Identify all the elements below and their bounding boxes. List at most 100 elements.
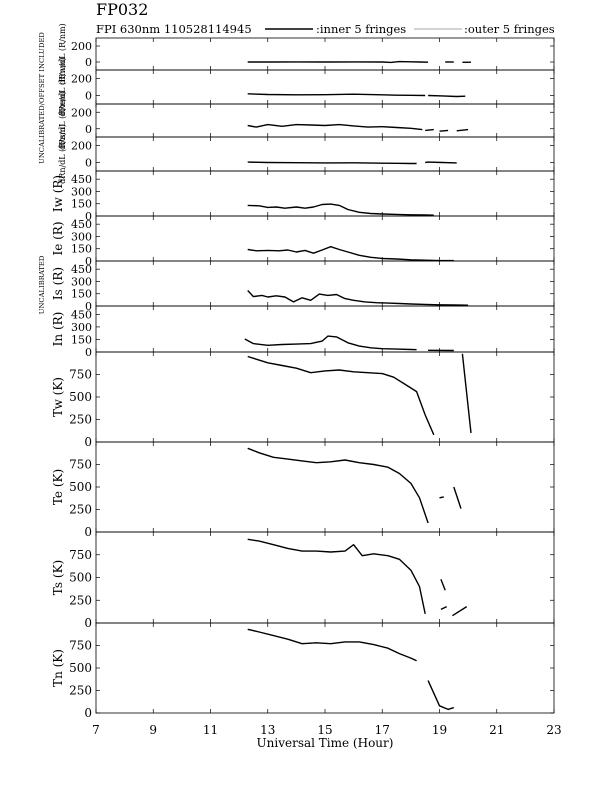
series-line xyxy=(244,335,417,351)
y-tick-label: 150 xyxy=(71,288,92,301)
y-tick-label: 750 xyxy=(69,458,92,472)
panel-frame xyxy=(95,260,555,307)
y-tick-label: 250 xyxy=(69,503,92,517)
series-line xyxy=(247,290,469,306)
y-tick-label: 0 xyxy=(85,300,92,313)
y-axis-label: Te (K) xyxy=(51,469,65,505)
y-tick-label: 300 xyxy=(71,185,92,198)
side-label-middle: UNCALIBRATED xyxy=(38,255,46,314)
panel-frame xyxy=(95,531,555,624)
panel-frame xyxy=(95,441,555,533)
y-tick-label: 0 xyxy=(85,346,92,359)
y-tick-label: 0 xyxy=(85,56,92,69)
x-tick-label: 23 xyxy=(546,723,561,737)
y-tick-label: 200 xyxy=(71,106,92,119)
y-tick-label: 750 xyxy=(69,548,92,562)
y-tick-label: 0 xyxy=(85,157,92,170)
series-line xyxy=(425,128,434,132)
y-tick-label: 300 xyxy=(71,230,92,243)
series-line xyxy=(247,628,417,662)
y-tick-label: 0 xyxy=(84,435,92,449)
y-axis-label: In (R) xyxy=(51,312,65,347)
y-axis-label: dRw/dL (R/nm) xyxy=(58,23,67,84)
x-tick-label: 9 xyxy=(149,723,157,737)
series-line xyxy=(452,606,468,617)
y-axis-label: Tn (K) xyxy=(51,649,65,687)
y-tick-label: 750 xyxy=(69,639,92,653)
panels: 0 200 dRw/dL (R/nm) 0 200 dRe/dL (R/nm) 0 200 dR… xyxy=(51,23,562,737)
y-tick-label: 250 xyxy=(69,593,92,607)
series-line xyxy=(247,355,435,436)
y-axis-label: dRe/dL (R/nm) xyxy=(58,57,67,116)
legend: :inner 5 fringes :outer 5 fringes xyxy=(265,22,555,36)
legend-outer-label: :outer 5 fringes xyxy=(464,22,555,36)
panel-frame xyxy=(95,215,555,262)
panel-frame xyxy=(95,69,555,105)
side-label-top: UNCALIBRATED/OFFSET INCLUDED xyxy=(38,32,46,164)
x-tick-label: 7 xyxy=(92,723,100,737)
y-axis-label: Is (R) xyxy=(51,267,65,300)
x-tick-label: 19 xyxy=(432,723,447,737)
series-line xyxy=(247,447,429,524)
series-line xyxy=(439,129,449,132)
y-axis-label: Tw (K) xyxy=(51,377,65,417)
figure-title: FP032 xyxy=(96,0,148,19)
panel-frame xyxy=(95,351,555,443)
panel-frame xyxy=(95,622,555,714)
y-tick-label: 0 xyxy=(85,123,92,136)
figure-subtitle: FPI 630nm 110528114945 xyxy=(96,22,252,36)
x-axis-label: Universal Time (Hour) xyxy=(257,736,394,750)
y-axis-label: Ie (R) xyxy=(51,221,65,255)
y-tick-label: 300 xyxy=(71,321,92,334)
y-tick-label: 500 xyxy=(69,571,92,585)
y-tick-label: 450 xyxy=(71,173,92,186)
x-tick-label: 11 xyxy=(203,723,218,737)
y-tick-label: 450 xyxy=(71,263,92,276)
y-tick-label: 0 xyxy=(85,210,92,223)
y-axis-label: Ts (K) xyxy=(51,560,65,595)
x-tick-label: 21 xyxy=(489,723,504,737)
y-tick-label: 150 xyxy=(71,198,92,211)
y-axis-label: dRs/dL (R/nm) xyxy=(58,91,67,150)
panel-frame xyxy=(95,136,555,172)
y-tick-label: 200 xyxy=(71,73,92,86)
series-line xyxy=(439,496,444,499)
y-tick-label: 150 xyxy=(71,333,92,346)
series-line xyxy=(247,203,434,216)
y-tick-label: 750 xyxy=(69,368,92,382)
series-line xyxy=(247,245,454,262)
y-tick-label: 0 xyxy=(85,90,92,103)
y-tick-label: 150 xyxy=(71,243,92,256)
y-tick-label: 200 xyxy=(71,40,92,53)
y-tick-label: 200 xyxy=(71,140,92,153)
x-tick-label: 13 xyxy=(260,723,275,737)
series-line xyxy=(428,94,466,98)
y-tick-label: 500 xyxy=(69,661,92,675)
series-line xyxy=(453,486,462,509)
panel-frame xyxy=(95,170,555,217)
y-axis-label: dRn/dL (R/nm) xyxy=(58,124,67,184)
y-tick-label: 0 xyxy=(85,255,92,268)
y-tick-label: 250 xyxy=(69,684,92,698)
series-line xyxy=(440,579,446,591)
y-axis-label: Iw (R) xyxy=(51,175,65,212)
series-line xyxy=(247,60,429,64)
panel-frame xyxy=(95,37,555,71)
series-line xyxy=(247,123,423,131)
series-line xyxy=(456,128,469,132)
series-line xyxy=(440,605,448,611)
series-line xyxy=(425,161,457,164)
panel-frame xyxy=(95,103,555,138)
x-tick-label: 15 xyxy=(317,723,332,737)
y-tick-label: 450 xyxy=(71,218,92,231)
series-line xyxy=(247,161,417,165)
x-tick-label: 17 xyxy=(375,723,390,737)
y-tick-label: 0 xyxy=(84,616,92,630)
y-tick-label: 500 xyxy=(69,480,92,494)
y-tick-label: 0 xyxy=(84,706,92,720)
series-line xyxy=(247,538,426,615)
y-tick-label: 500 xyxy=(69,390,92,404)
legend-inner-label: :inner 5 fringes xyxy=(316,22,406,36)
y-tick-label: 0 xyxy=(84,525,92,539)
